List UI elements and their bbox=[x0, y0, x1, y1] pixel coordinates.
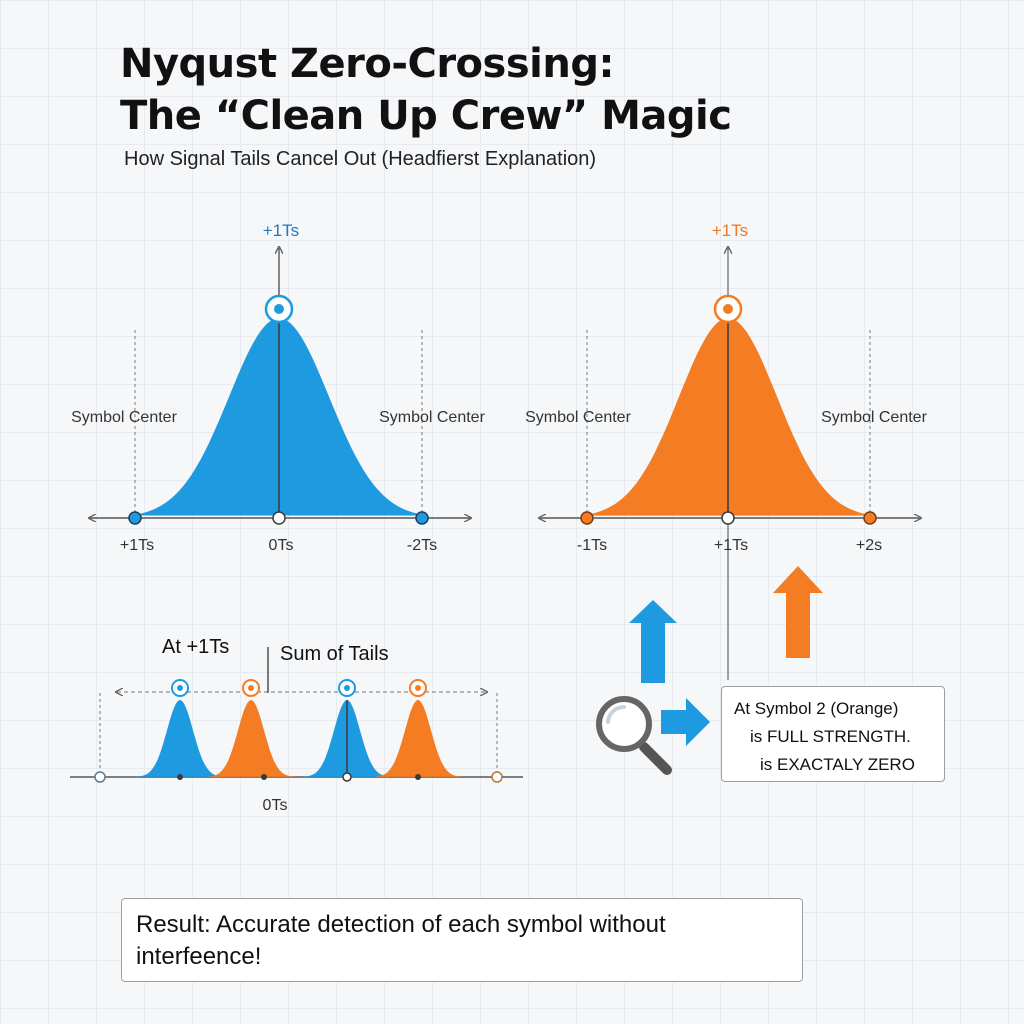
tails-sum-panel: At +1Ts Sum of Tails 0Ts bbox=[70, 636, 523, 814]
right-symbol-center-label-2: Symbol Center bbox=[821, 409, 927, 426]
at-time-label: At +1Ts bbox=[162, 636, 229, 658]
left-peak-label: +1Ts bbox=[263, 221, 299, 240]
mini-pulse-orange-1 bbox=[203, 700, 299, 777]
right-peak-label: +1Ts bbox=[712, 221, 748, 240]
left-peak-marker-dot bbox=[274, 304, 284, 314]
callout-line-2: is FULL STRENGTH. bbox=[750, 727, 911, 746]
tails-tick-label: 0Ts bbox=[263, 797, 288, 814]
tails-end-dot-2 bbox=[491, 771, 503, 783]
mini-pulse-blue-1 bbox=[132, 700, 228, 777]
tails-mid-dot-2 bbox=[261, 774, 267, 780]
right-peak-marker-dot bbox=[723, 304, 733, 314]
tails-mid-dot-4 bbox=[415, 774, 421, 780]
left-zero-dot-2 bbox=[272, 511, 286, 525]
mini-pulse-blue-1-peak-dot bbox=[177, 685, 183, 691]
magnifier-icon bbox=[596, 696, 672, 775]
left-zero-dot-3 bbox=[415, 511, 429, 525]
arrow-up-icon bbox=[629, 600, 677, 683]
arrow-up-icon bbox=[773, 566, 823, 658]
right-tick-label-2: +1Ts bbox=[714, 537, 748, 554]
right-zero-dot-3 bbox=[863, 511, 877, 525]
right-zero-dot-1 bbox=[580, 511, 594, 525]
sum-of-tails-label: Sum of Tails bbox=[280, 643, 389, 665]
right-symbol-center-label-1: Symbol Center bbox=[525, 409, 631, 426]
right-tick-label-3: +2s bbox=[856, 537, 882, 554]
tails-mid-dot-3 bbox=[342, 772, 352, 782]
tails-end-dot-1 bbox=[94, 771, 106, 783]
title-line-2: The “Clean Up Crew” Magic bbox=[120, 93, 732, 139]
mini-pulse-orange-1-peak-dot bbox=[248, 685, 254, 691]
left-zero-dot-1 bbox=[128, 511, 142, 525]
mini-pulse-orange-2 bbox=[370, 700, 466, 777]
left-tick-label-3: -2Ts bbox=[407, 537, 437, 554]
callout-line-1: At Symbol 2 (Orange) bbox=[734, 699, 899, 718]
left-symbol-center-label-2: Symbol Center bbox=[379, 409, 485, 426]
right-tick-label-1: -1Ts bbox=[577, 537, 607, 554]
result-box: Result: Accurate detection of each symbo… bbox=[121, 898, 803, 982]
mini-pulse-orange-2-peak-dot bbox=[415, 685, 421, 691]
title-line-1: Nyqust Zero-Crossing: bbox=[120, 41, 614, 87]
left-tick-label-1: +1Ts bbox=[120, 537, 154, 554]
arrow-right-icon bbox=[661, 698, 710, 746]
mini-pulses bbox=[132, 679, 466, 777]
page-subtitle: How Signal Tails Cancel Out (Headfierst … bbox=[124, 148, 597, 170]
left-tick-label-2: 0Ts bbox=[269, 537, 294, 554]
tails-mid-dot-1 bbox=[177, 774, 183, 780]
mini-pulse-blue-2-peak-dot bbox=[344, 685, 350, 691]
left-pulse-panel: +1Ts Symbol Center Symbol Center +1Ts 0T… bbox=[71, 221, 485, 554]
page-title: Nyqust Zero-Crossing: The “Clean Up Crew… bbox=[120, 38, 732, 142]
symbol-callout-box: At Symbol 2 (Orange) is FULL STRENGTH. i… bbox=[721, 686, 945, 782]
right-pulse-panel: +1Ts Symbol Center Symbol Center -1Ts +1… bbox=[525, 221, 928, 680]
right-zero-dot-2 bbox=[721, 511, 735, 525]
left-symbol-center-label-1: Symbol Center bbox=[71, 409, 177, 426]
callout-line-3: is EXACTALY ZERO bbox=[760, 755, 915, 774]
